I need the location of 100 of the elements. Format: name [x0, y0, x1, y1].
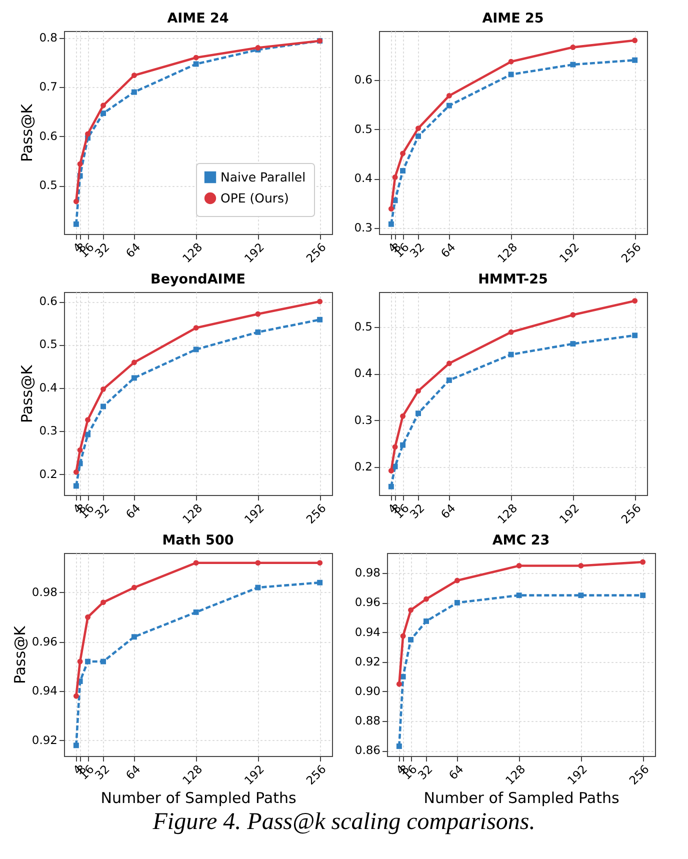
y-tick-label: 0.6	[39, 294, 58, 308]
y-tick-label: 0.98	[32, 584, 58, 599]
point	[578, 562, 584, 568]
y-tick-label: 0.6	[354, 72, 372, 86]
point	[193, 609, 199, 615]
y-tick-label: 0.94	[32, 684, 58, 698]
point	[73, 693, 79, 699]
point	[73, 469, 79, 475]
x-tick-label: 64	[122, 501, 144, 522]
x-tick-label: 192	[242, 762, 267, 788]
y-tick-label: 0.5	[39, 337, 58, 352]
point	[508, 72, 514, 78]
point	[416, 133, 421, 139]
point	[193, 61, 199, 67]
chart-title: BeyondAIME	[150, 272, 246, 288]
y-tick-label: 0.5	[354, 320, 372, 334]
y-tick-label: 0.7	[39, 80, 58, 94]
x-tick-label: 64	[438, 240, 458, 260]
point	[73, 742, 79, 748]
point	[85, 131, 91, 137]
y-tick-label: 0.4	[39, 380, 58, 394]
point	[400, 150, 406, 156]
y-tick-label: 0.2	[39, 466, 58, 481]
point	[400, 674, 406, 680]
point	[570, 341, 576, 347]
x-axis-title: Number of Sampled Paths	[100, 789, 296, 808]
y-tick-label: 0.96	[354, 595, 380, 610]
point	[400, 168, 406, 174]
y-tick-label: 0.90	[354, 684, 380, 698]
x-tick-label: 64	[446, 762, 466, 782]
point	[446, 360, 452, 366]
y-tick-label: 0.8	[39, 30, 58, 44]
point	[255, 584, 261, 590]
y-tick-label: 0.4	[354, 366, 372, 380]
y-axis-title: Pass@K	[18, 102, 36, 162]
point	[416, 388, 421, 394]
point	[73, 198, 79, 204]
x-tick-label: 192	[556, 501, 582, 527]
y-axis-title: Pass@K	[10, 624, 29, 684]
x-tick-label: 128	[502, 762, 528, 788]
point	[317, 580, 323, 586]
point	[570, 312, 576, 318]
point	[193, 560, 199, 566]
point	[85, 614, 91, 620]
point	[632, 332, 638, 338]
x-tick-label: 128	[180, 501, 206, 527]
point	[416, 126, 421, 132]
x-tick-label: 128	[494, 501, 520, 527]
point	[508, 58, 514, 64]
point	[388, 484, 394, 490]
point	[73, 483, 79, 489]
point	[446, 377, 452, 383]
point	[632, 38, 638, 44]
point	[516, 592, 522, 598]
y-tick-label: 0.3	[354, 412, 372, 427]
point	[193, 325, 199, 331]
point	[392, 174, 398, 180]
point	[640, 592, 646, 598]
point	[100, 102, 106, 108]
point	[100, 404, 106, 410]
point	[578, 592, 584, 598]
point	[85, 417, 91, 423]
point	[508, 329, 514, 335]
point	[416, 410, 421, 416]
point	[77, 161, 83, 167]
chart-title: AIME 25	[482, 10, 544, 26]
point	[131, 72, 137, 78]
point	[131, 375, 137, 381]
point	[255, 329, 261, 335]
y-tick-label: 0.92	[354, 654, 380, 668]
chart-title: AMC 23	[492, 532, 550, 548]
y-tick-label: 0.96	[32, 634, 58, 648]
point	[400, 442, 406, 448]
point	[388, 468, 394, 474]
point	[516, 562, 522, 568]
x-tick-label: 192	[556, 240, 582, 266]
y-tick-label: 0.86	[354, 743, 380, 758]
y-tick-label: 0.98	[354, 566, 380, 580]
point	[454, 600, 460, 606]
point	[446, 92, 452, 98]
point	[632, 57, 638, 63]
y-axis-title: Pass@K	[18, 364, 36, 424]
caption: Figure 4. Pass@k scaling comparisons.	[152, 809, 536, 836]
point	[388, 221, 394, 227]
y-tick-label: 0.3	[354, 220, 372, 235]
y-tick-label: 0.5	[39, 178, 58, 192]
point	[85, 658, 91, 664]
y-tick-label: 0.3	[39, 424, 58, 438]
point	[508, 352, 514, 358]
point	[408, 607, 414, 613]
point	[570, 62, 576, 68]
chart-title: Math 500	[162, 532, 234, 548]
x-tick-label: 128	[180, 762, 206, 788]
point	[454, 578, 460, 584]
point	[131, 584, 137, 590]
legend-label: OPE (Ours)	[220, 190, 289, 206]
point	[193, 54, 199, 60]
point	[100, 658, 106, 664]
point	[100, 386, 106, 392]
legend-label: Naive Parallel	[220, 169, 306, 184]
